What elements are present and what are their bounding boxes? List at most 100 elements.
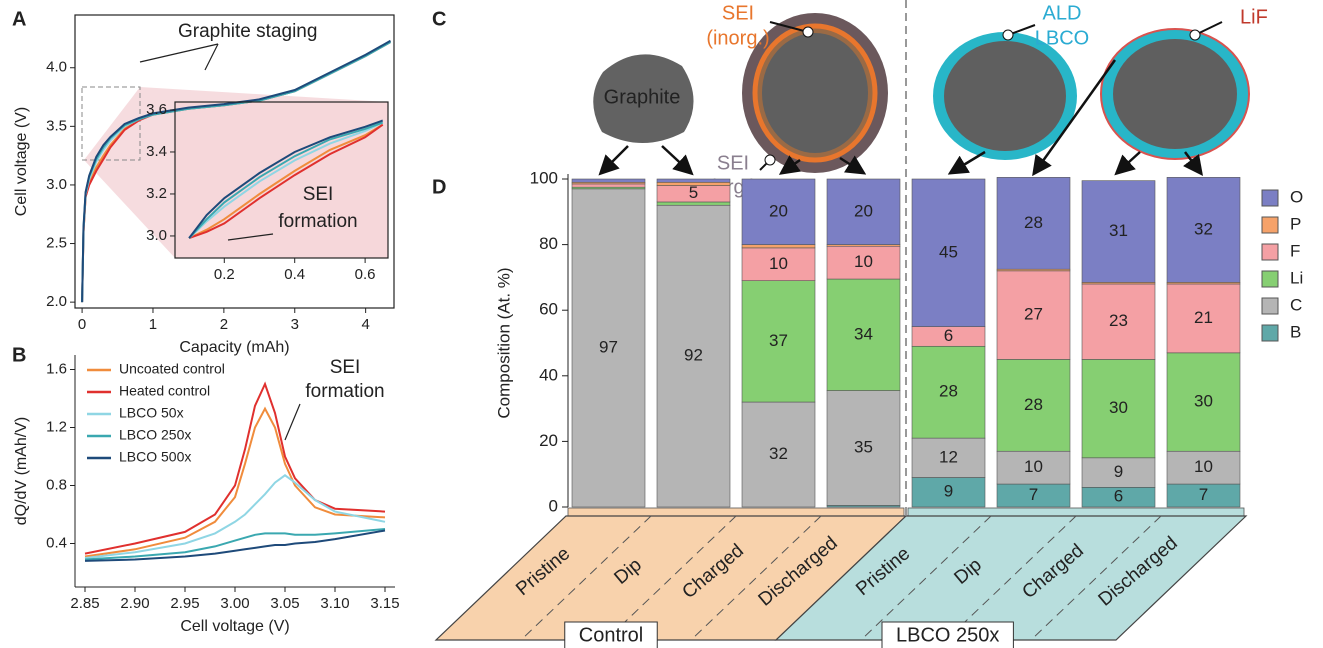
legend-swatch: [1262, 190, 1278, 206]
data-label: 92: [684, 346, 703, 365]
marker: [1003, 30, 1013, 40]
lbco-core: [944, 41, 1066, 151]
legend-label: LBCO 50x: [119, 405, 184, 421]
data-label: 21: [1194, 308, 1213, 327]
x-tick-label: 0.6: [355, 266, 376, 283]
data-label: 28: [939, 382, 958, 401]
group-rail: [908, 508, 1244, 516]
legend-swatch: [1262, 271, 1278, 287]
data-label: 23: [1109, 311, 1128, 330]
y-tick-label: 1.2: [46, 418, 67, 435]
y-tick-label: 20: [539, 431, 558, 450]
data-label: 28: [1024, 213, 1043, 232]
data-label: 32: [1194, 219, 1213, 238]
x-axis-label: Capacity (mAh): [179, 339, 289, 356]
data-label: 97: [599, 337, 618, 356]
annotation-leader: [285, 404, 300, 440]
data-label: 27: [1024, 305, 1043, 324]
group-label: Control: [579, 624, 643, 646]
x-tick-label: 4: [361, 316, 369, 333]
y-tick-label: 3.2: [146, 185, 167, 202]
y-axis-label: Cell voltage (V): [13, 107, 30, 216]
bar-segment: [657, 182, 730, 185]
data-label: 31: [1109, 221, 1128, 240]
data-label: 12: [939, 447, 958, 466]
data-label: 6: [1114, 487, 1123, 506]
data-label: 10: [1024, 457, 1043, 476]
data-label: 20: [854, 201, 873, 220]
panel-letter: C: [432, 8, 446, 30]
y-tick-label: 3.6: [146, 101, 167, 118]
legend-label: B: [1290, 322, 1301, 341]
data-label: 10: [1194, 457, 1213, 476]
y-tick-label: 60: [539, 300, 558, 319]
legend-label: F: [1290, 241, 1300, 260]
y-tick-label: 0.8: [46, 476, 67, 493]
annotation: Graphite staging: [178, 21, 317, 42]
x-tick-label: 3: [291, 316, 299, 333]
sei-org-label: SEI: [717, 152, 749, 174]
annotation: formation: [305, 381, 384, 402]
data-label: 10: [854, 252, 873, 271]
x-tick-label: 2.95: [170, 595, 199, 612]
y-tick-label: 3.0: [46, 176, 67, 193]
data-label: 34: [854, 324, 873, 343]
ald-lbco-label: ALD: [1043, 2, 1082, 24]
bar-segment: [657, 179, 730, 182]
graphite-label: Graphite: [604, 86, 681, 108]
marker: [1190, 30, 1200, 40]
y-tick-label: 4.0: [46, 59, 67, 76]
legend-swatch: [1262, 217, 1278, 233]
legend-label: Li: [1290, 268, 1303, 287]
page: C Graphite SEI (inorg.) SEI (org.) ALD L…: [0, 0, 1323, 648]
annotation: SEI: [330, 357, 361, 378]
legend-label: LBCO 250x: [119, 427, 191, 443]
y-tick-label: 40: [539, 365, 558, 384]
data-label: 20: [769, 201, 788, 220]
group-rail: [568, 508, 904, 516]
data-label: 30: [1109, 398, 1128, 417]
sei-core: [762, 33, 868, 153]
y-tick-label: 80: [539, 234, 558, 253]
bar-segment: [572, 179, 645, 182]
data-label: 7: [1029, 485, 1038, 504]
legend-label: Uncoated control: [119, 361, 225, 377]
y-tick-label: 0: [549, 496, 558, 515]
data-label: 5: [689, 183, 698, 202]
legend-swatch: [1262, 244, 1278, 260]
annotation-leader: [205, 44, 218, 70]
x-tick-label: 3.05: [270, 595, 299, 612]
data-label: 9: [1114, 462, 1123, 481]
x-axis-label: Cell voltage (V): [180, 618, 289, 635]
y-tick-label: 0.4: [46, 534, 67, 551]
data-label: 7: [1199, 485, 1208, 504]
panel-letter: B: [12, 344, 26, 366]
legend-swatch: [1262, 298, 1278, 314]
y-axis-label: dQ/dV (mAh/V): [13, 417, 30, 525]
bar-segment: [742, 245, 815, 248]
bar-segment: [572, 184, 645, 187]
legend-label: O: [1290, 187, 1303, 206]
y-axis-label: Composition (At. %): [494, 267, 513, 418]
annotation: formation: [278, 211, 357, 232]
x-tick-label: 3.00: [220, 595, 249, 612]
x-tick-label: 2: [220, 316, 228, 333]
sei-inorg-label: SEI: [722, 2, 754, 24]
lif-label: LiF: [1240, 6, 1268, 28]
y-tick-label: 1.6: [46, 360, 67, 377]
data-label: 30: [1194, 392, 1213, 411]
annotation-leader: [140, 44, 218, 62]
data-label: 45: [939, 242, 958, 261]
y-tick-label: 2.0: [46, 293, 67, 310]
data-label: 6: [944, 326, 953, 345]
x-tick-label: 2.85: [70, 595, 99, 612]
x-tick-label: 0: [78, 316, 86, 333]
y-tick-label: 3.4: [146, 143, 167, 160]
ald-lbco-label: LBCO: [1035, 27, 1089, 49]
y-tick-label: 100: [530, 168, 558, 187]
legend-swatch: [1262, 325, 1278, 341]
x-tick-label: 3.15: [370, 595, 399, 612]
y-tick-label: 3.5: [46, 117, 67, 134]
panel-letter: A: [12, 8, 26, 30]
sei-inorg-label: (inorg.): [706, 27, 769, 49]
